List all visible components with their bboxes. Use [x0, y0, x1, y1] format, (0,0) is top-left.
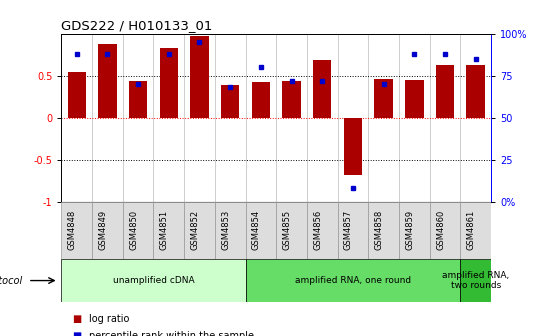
- Text: GSM4858: GSM4858: [374, 210, 384, 250]
- Text: log ratio: log ratio: [89, 314, 129, 324]
- Text: ■: ■: [73, 331, 82, 336]
- Bar: [374, 79, 393, 118]
- Bar: [313, 60, 331, 118]
- Bar: [98, 44, 117, 118]
- Bar: [68, 72, 86, 118]
- Bar: [246, 202, 276, 259]
- Text: percentile rank within the sample: percentile rank within the sample: [89, 331, 254, 336]
- Text: GSM4856: GSM4856: [313, 210, 323, 250]
- Text: GSM4849: GSM4849: [98, 210, 107, 250]
- Bar: [215, 202, 246, 259]
- Bar: [92, 202, 123, 259]
- Bar: [405, 80, 424, 118]
- Text: GSM4848: GSM4848: [68, 210, 77, 250]
- Text: GSM4850: GSM4850: [129, 210, 138, 250]
- Text: GSM4860: GSM4860: [436, 210, 445, 250]
- Text: GSM4853: GSM4853: [221, 210, 230, 250]
- Bar: [344, 118, 362, 175]
- Text: amplified RNA,
two rounds: amplified RNA, two rounds: [442, 271, 509, 290]
- Bar: [61, 202, 92, 259]
- Bar: [466, 65, 485, 118]
- Text: GSM4854: GSM4854: [252, 210, 261, 250]
- Bar: [282, 81, 301, 118]
- Bar: [338, 202, 368, 259]
- Bar: [436, 65, 454, 118]
- Text: ■: ■: [73, 314, 82, 324]
- Bar: [399, 202, 430, 259]
- Text: GSM4851: GSM4851: [160, 210, 169, 250]
- Bar: [430, 202, 460, 259]
- Text: GSM4861: GSM4861: [466, 210, 475, 250]
- Text: unamplified cDNA: unamplified cDNA: [113, 276, 194, 285]
- Bar: [129, 81, 147, 118]
- Bar: [123, 202, 153, 259]
- Text: GSM4857: GSM4857: [344, 210, 353, 250]
- Bar: [160, 48, 178, 118]
- Bar: [190, 36, 209, 118]
- Text: GSM4859: GSM4859: [405, 210, 414, 250]
- Bar: [184, 202, 215, 259]
- Text: amplified RNA, one round: amplified RNA, one round: [295, 276, 411, 285]
- Bar: [368, 202, 399, 259]
- Bar: [61, 259, 246, 302]
- Bar: [307, 202, 338, 259]
- Text: GDS222 / H010133_01: GDS222 / H010133_01: [61, 19, 213, 33]
- Bar: [221, 85, 239, 118]
- Text: protocol: protocol: [0, 276, 22, 286]
- Bar: [276, 202, 307, 259]
- Text: GSM4855: GSM4855: [282, 210, 291, 250]
- Bar: [252, 82, 270, 118]
- Bar: [460, 202, 491, 259]
- Text: GSM4852: GSM4852: [190, 210, 200, 250]
- Bar: [460, 259, 491, 302]
- Bar: [246, 259, 460, 302]
- Bar: [153, 202, 184, 259]
